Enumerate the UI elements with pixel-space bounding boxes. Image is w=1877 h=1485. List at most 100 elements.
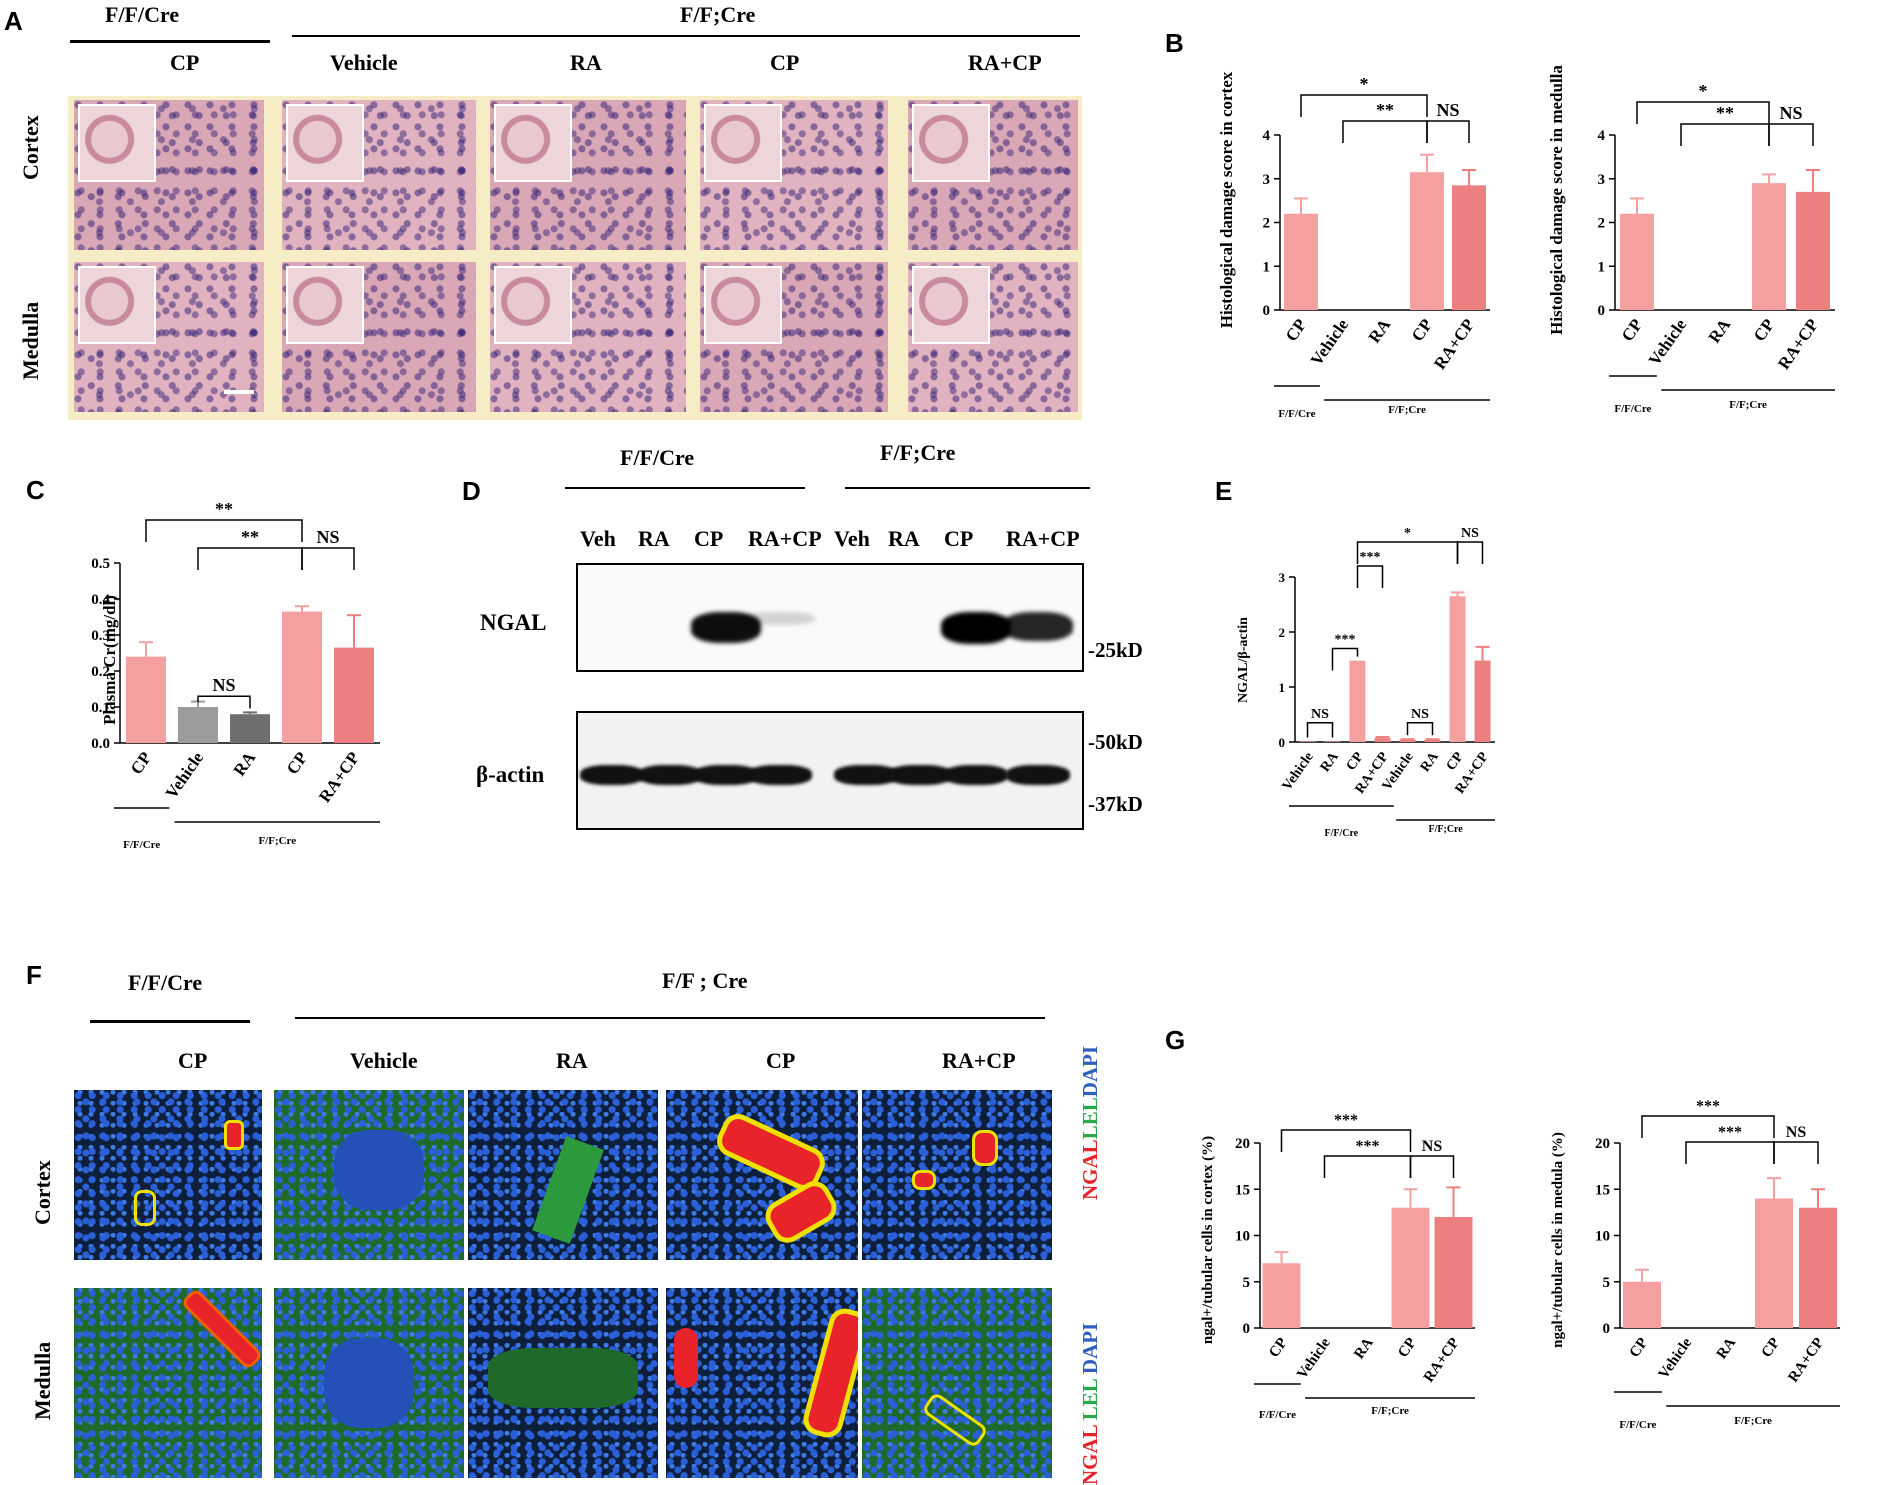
y-axis-label: ngal+/tubular cells in cortex (%) xyxy=(1200,1136,1216,1344)
category-label: CP xyxy=(1395,1335,1420,1361)
category-label: RA xyxy=(1365,315,1395,347)
f-row-medulla: Medulla xyxy=(30,1341,55,1420)
micrograph-medulla-ffcre-cp xyxy=(74,262,264,412)
group-label: F/F;Cre xyxy=(1388,404,1426,416)
bar xyxy=(282,611,322,743)
y-tick-label: 0 xyxy=(1598,303,1606,319)
chart-g-medulla: 0 5 10 15 20 ngal+/tubular cells in medula (%… xyxy=(1550,1100,1840,1431)
f-col-cp2: CP xyxy=(766,1048,796,1073)
significance-label: * xyxy=(1360,74,1369,94)
micrograph-medulla-cp xyxy=(700,262,888,412)
category-label: Vehicle xyxy=(1280,750,1317,794)
group-label: F/F;Cre xyxy=(258,835,296,847)
significance-label: ** xyxy=(241,527,259,547)
significance-label: NS xyxy=(212,675,235,695)
category-label: Vehicle xyxy=(1294,1335,1334,1382)
significance-label: NS xyxy=(316,527,339,547)
panel-letter-b: B xyxy=(1165,28,1184,58)
significance-bracket xyxy=(1426,120,1470,143)
bar xyxy=(1349,660,1366,742)
micrograph-cortex-ra xyxy=(490,100,686,250)
micrograph-medulla-ra xyxy=(490,262,686,412)
group-label: F/F/Cre xyxy=(1325,828,1359,839)
significance-bracket xyxy=(1768,123,1814,146)
y-tick-label: 20 xyxy=(1595,1136,1610,1152)
micrograph-medulla-vehicle xyxy=(282,262,476,412)
significance-bracket xyxy=(1280,1129,1412,1152)
bar xyxy=(1391,1207,1430,1328)
fluor-medulla-vehicle xyxy=(274,1288,464,1478)
f-col-ra: RA xyxy=(556,1048,588,1073)
micrograph-cortex-cp xyxy=(700,100,888,250)
group-line-ffcre xyxy=(70,40,270,43)
bar xyxy=(230,714,270,743)
fluor-cortex-cp xyxy=(666,1090,858,1260)
row-label-medulla-a: Medulla xyxy=(18,301,43,380)
bar xyxy=(1424,739,1441,742)
blot-lane-label: RA xyxy=(888,526,920,551)
y-axis-label: Histological damage score in cortex xyxy=(1217,71,1236,328)
category-label: RA xyxy=(1705,315,1735,347)
micrograph-cortex-racp xyxy=(908,100,1078,250)
bar xyxy=(1620,213,1654,310)
category-label: CP xyxy=(1266,1335,1291,1361)
f-group-ffcre: F/F/Cre xyxy=(128,970,203,995)
y-tick-label: 0 xyxy=(1243,1321,1251,1337)
stain-dapi-cortex: DAPI xyxy=(1078,1045,1102,1098)
f-col-cp: CP xyxy=(178,1048,208,1073)
significance-bracket xyxy=(1306,722,1334,738)
group-label-ffcre: F/F/Cre xyxy=(105,2,180,27)
significance-bracket xyxy=(1773,1141,1819,1164)
y-axis-label: ngal+/tubular cells in medula (%) xyxy=(1550,1132,1566,1348)
bactin-band xyxy=(888,765,952,785)
f-row-cortex: Cortex xyxy=(30,1160,55,1225)
category-label: CP xyxy=(1282,315,1311,344)
category-label: CP xyxy=(1408,315,1437,344)
stain-ngal-cortex: NGAL xyxy=(1078,1139,1102,1200)
row-label-cortex-a: Cortex xyxy=(18,115,43,180)
category-label: RA+CP xyxy=(1774,315,1822,373)
fluor-cortex-vehicle xyxy=(274,1090,464,1260)
y-tick-label: 1 xyxy=(1263,259,1271,275)
y-axis-label: NGAL/β-actin xyxy=(1236,617,1251,703)
y-tick-label: 3 xyxy=(1263,172,1271,188)
fluor-medulla-ra xyxy=(468,1288,658,1478)
y-tick-label: 0 xyxy=(1263,303,1271,319)
blot-group-ffcre-semi: F/F;Cre xyxy=(880,440,956,465)
y-tick-label: 5 xyxy=(1603,1275,1611,1291)
group-label: F/F;Cre xyxy=(1429,824,1464,835)
significance-bracket xyxy=(1300,94,1428,117)
category-label: RA xyxy=(1418,749,1442,775)
stain-ngal-medulla: NGAL xyxy=(1078,1425,1102,1485)
y-tick-label: 0 xyxy=(1279,735,1286,750)
significance-label: NS xyxy=(1461,526,1479,541)
category-label: Vehicle xyxy=(1645,315,1691,369)
category-label: Vehicle xyxy=(1656,1335,1696,1382)
col-label-racp-a: RA+CP xyxy=(968,50,1042,75)
f-group-line-2 xyxy=(295,1017,1045,1019)
panel-letter-e: E xyxy=(1215,476,1233,506)
group-label: F/F;Cre xyxy=(1371,1405,1409,1417)
group-label: F/F;Cre xyxy=(1729,399,1767,411)
significance-label: NS xyxy=(1786,1124,1807,1141)
significance-label: *** xyxy=(1360,550,1381,565)
y-tick-label: 3 xyxy=(1598,172,1606,188)
col-label-cp2-a: CP xyxy=(770,50,800,75)
y-tick-label: 20 xyxy=(1235,1136,1250,1152)
y-tick-label: 0.4 xyxy=(91,592,110,608)
micrograph-cortex-ffcre-cp xyxy=(74,100,264,250)
category-label: RA+CP xyxy=(1785,1335,1827,1385)
bar xyxy=(1755,1198,1793,1328)
significance-bracket xyxy=(1342,120,1428,143)
bar xyxy=(126,656,166,743)
bactin-band xyxy=(580,765,644,785)
significance-bracket xyxy=(1641,1115,1775,1138)
panel-letter-g: G xyxy=(1165,1025,1186,1055)
y-tick-label: 0.2 xyxy=(91,664,110,680)
bar xyxy=(334,647,374,743)
significance-label: NS xyxy=(1436,100,1459,120)
fluor-medulla-ffcre-cp xyxy=(74,1288,262,1478)
category-label: CP xyxy=(1344,749,1367,773)
